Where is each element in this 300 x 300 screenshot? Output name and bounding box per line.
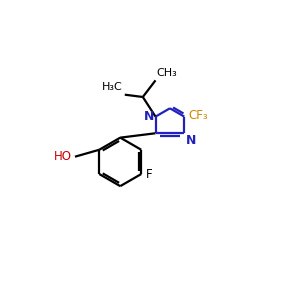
- Text: CF₃: CF₃: [188, 109, 208, 122]
- Text: H₃C: H₃C: [102, 82, 123, 92]
- Text: HO: HO: [54, 150, 72, 163]
- Text: CH₃: CH₃: [157, 68, 177, 78]
- Text: F: F: [146, 167, 153, 181]
- Text: N: N: [185, 134, 196, 147]
- Text: N: N: [144, 110, 154, 123]
